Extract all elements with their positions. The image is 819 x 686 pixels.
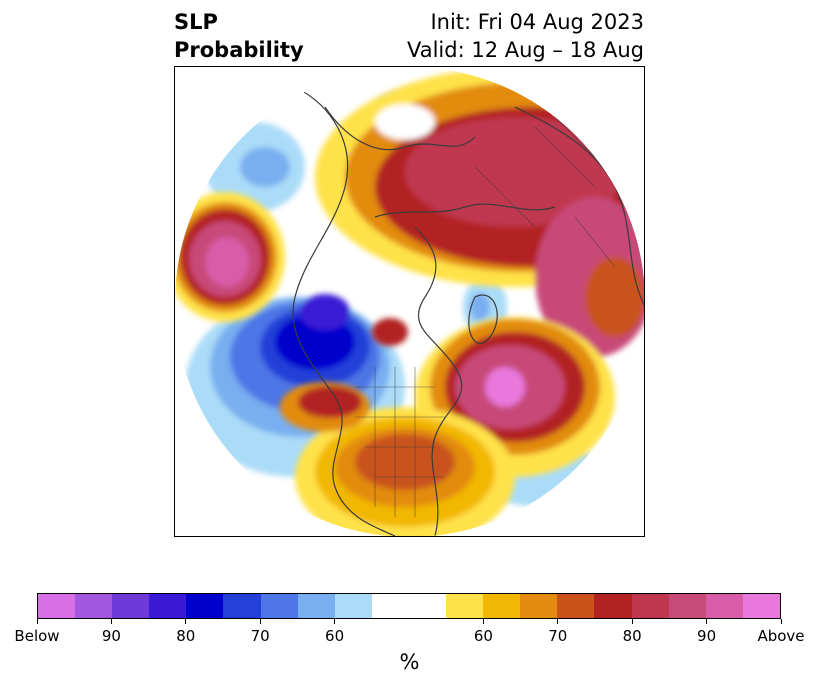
title-probability: Probability [174, 38, 304, 62]
colorbar-tick [780, 619, 782, 624]
colorbar-tick [706, 619, 708, 624]
colorbar-cell [38, 594, 76, 618]
colorbar-tick-label: 70 [250, 627, 270, 645]
coastlines [292, 86, 644, 536]
colorbar-cell [408, 594, 447, 618]
colorbar-cell [520, 594, 558, 618]
colorbar-cell [371, 594, 409, 618]
colorbar-tick-label: 80 [176, 627, 196, 645]
colorbar-cell [483, 594, 521, 618]
probability-field [175, 67, 644, 536]
colorbar-tick [631, 619, 633, 624]
colorbar-cell [334, 594, 372, 618]
colorbar-cell [594, 594, 632, 618]
init-date-label: Init: Fri 04 Aug 2023 [430, 10, 644, 34]
probability-map [174, 66, 645, 537]
colorbar-tick-label: 90 [697, 627, 717, 645]
colorbar-cell [742, 594, 780, 618]
map-svg [175, 67, 644, 536]
colorbar-tick [259, 619, 261, 624]
colorbar-tick-label: Below [14, 627, 60, 645]
colorbar-tick-label: 90 [101, 627, 121, 645]
colorbar-ticks: Below 90 80 70 60 60 70 80 90 Above [14, 619, 805, 645]
colorbar-cell [186, 594, 224, 618]
colorbar-cell [446, 594, 484, 618]
colorbar-tick [110, 619, 112, 624]
colorbar-tick-label: 80 [622, 627, 642, 645]
colorbar-cell [631, 594, 669, 618]
colorbar-tick [185, 619, 187, 624]
colorbar-cell [668, 594, 706, 618]
colorbar-tick-label: 60 [473, 627, 493, 645]
colorbar-tick [36, 619, 38, 624]
colorbar-tick-label: 70 [548, 627, 568, 645]
colorbar-cell [260, 594, 298, 618]
colorbar-cell [149, 594, 187, 618]
colorbar-tick [482, 619, 484, 624]
colorbar-cell [112, 594, 150, 618]
colorbar-cell [297, 594, 335, 618]
colorbar-cell [705, 594, 743, 618]
colorbar-tick-label: Above [757, 627, 805, 645]
unit-label: % [399, 650, 420, 674]
colorbar-cell [75, 594, 113, 618]
title-slp: SLP [174, 10, 218, 34]
colorbar-cell [557, 594, 595, 618]
colorbar-tick [557, 619, 559, 624]
colorbar-tick [334, 619, 336, 624]
colorbar-tick-label: 60 [325, 627, 345, 645]
chart-title-left: SLP Probability [174, 8, 304, 64]
chart-title-right: Init: Fri 04 Aug 2023 Valid: 12 Aug – 18… [407, 8, 644, 64]
colorbar [37, 593, 781, 619]
colorbar-cell [223, 594, 261, 618]
valid-range-label: Valid: 12 Aug – 18 Aug [406, 38, 644, 62]
